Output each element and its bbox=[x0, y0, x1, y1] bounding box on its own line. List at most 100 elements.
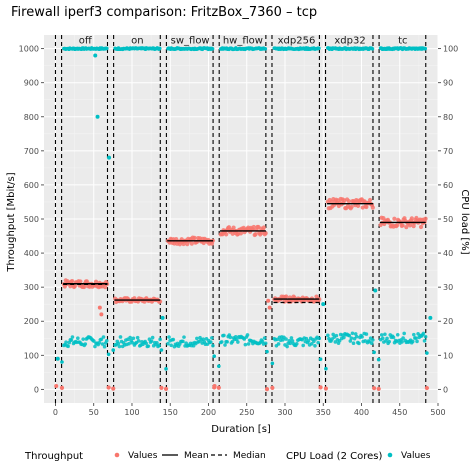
cpu-point bbox=[217, 364, 221, 368]
cpu-point bbox=[350, 331, 355, 336]
cpu-point bbox=[223, 343, 227, 347]
cpu-point bbox=[149, 339, 154, 343]
cpu-point bbox=[55, 356, 60, 361]
cpu-point bbox=[270, 361, 275, 366]
throughput-point bbox=[367, 197, 373, 203]
cpu-point bbox=[376, 357, 381, 362]
cpu-point bbox=[284, 337, 288, 341]
x-tick-label: 350 bbox=[316, 408, 331, 417]
throughput-point bbox=[111, 386, 116, 391]
throughput-point bbox=[323, 386, 329, 391]
throughput-point bbox=[163, 386, 169, 391]
throughput-point bbox=[370, 205, 375, 210]
y2-tick-label: 100 bbox=[443, 45, 458, 54]
x-tick-label: 200 bbox=[201, 408, 216, 417]
throughput-point bbox=[78, 279, 83, 284]
cpu-point bbox=[118, 335, 123, 339]
cpu-point bbox=[150, 335, 155, 340]
cpu-point bbox=[337, 338, 342, 343]
cpu-point bbox=[60, 360, 64, 364]
throughput-point bbox=[424, 385, 430, 391]
cpu-point bbox=[164, 367, 168, 371]
cpu-point bbox=[422, 339, 427, 343]
y-tick-label: 400 bbox=[24, 249, 39, 258]
cpu-point bbox=[324, 366, 328, 371]
throughput-point bbox=[72, 283, 78, 289]
cpu-point bbox=[425, 351, 429, 355]
cpu-point bbox=[136, 339, 141, 343]
cpu-point bbox=[423, 334, 428, 339]
y2-tick-label: 90 bbox=[443, 79, 453, 88]
throughput-point bbox=[224, 232, 229, 237]
cpu-point bbox=[157, 46, 162, 51]
cpu-point bbox=[234, 337, 239, 342]
y-tick-label: 800 bbox=[24, 113, 39, 122]
cpu-point bbox=[289, 336, 294, 340]
cpu-point bbox=[312, 339, 316, 344]
segment-labels: off on sw_flow hw_flow xdp256 xdp32 tc bbox=[79, 36, 408, 47]
throughput-point bbox=[376, 386, 381, 391]
legend-median-label: Median bbox=[233, 451, 266, 461]
throughput-point bbox=[192, 235, 197, 240]
cpu-point bbox=[301, 343, 305, 348]
cpu-point bbox=[351, 341, 356, 346]
y-tick-label: 200 bbox=[24, 317, 39, 326]
cpu-point bbox=[95, 114, 100, 119]
segment-label-on: on bbox=[131, 36, 143, 47]
cpu-point bbox=[159, 348, 164, 352]
cpu-point bbox=[246, 342, 251, 346]
cpu-point bbox=[243, 342, 248, 347]
cpu-point bbox=[353, 332, 358, 336]
throughput-point bbox=[407, 223, 413, 228]
throughput-point bbox=[106, 385, 111, 390]
legend-throughput-values-key bbox=[114, 452, 120, 458]
throughput-point bbox=[103, 284, 108, 290]
cpu-point bbox=[157, 343, 161, 348]
cpu-point bbox=[331, 332, 335, 337]
throughput-point bbox=[411, 224, 416, 229]
x-tick-label: 150 bbox=[163, 408, 178, 417]
throughput-point bbox=[418, 224, 424, 230]
cpu-point bbox=[92, 339, 96, 343]
cpu-point bbox=[371, 338, 375, 342]
cpu-point bbox=[210, 47, 215, 51]
cpu-point bbox=[67, 340, 72, 345]
cpu-point bbox=[182, 335, 186, 339]
throughput-point bbox=[392, 216, 397, 221]
data-marks bbox=[54, 35, 433, 403]
throughput-point bbox=[261, 225, 266, 230]
cpu-point bbox=[100, 342, 105, 346]
throughput-point bbox=[409, 216, 414, 221]
cpu-point bbox=[265, 349, 269, 354]
segment-label-xdp256: xdp256 bbox=[278, 36, 316, 47]
cpu-point bbox=[415, 339, 419, 344]
segment-label-tc: tc bbox=[398, 36, 407, 47]
cpu-point bbox=[290, 339, 295, 343]
cpu-point bbox=[316, 340, 320, 345]
cpu-point bbox=[169, 343, 173, 348]
segment-label-xdp32: xdp32 bbox=[334, 36, 365, 47]
cpu-point bbox=[167, 335, 171, 339]
throughput-point bbox=[81, 284, 87, 290]
cpu-point bbox=[155, 340, 159, 345]
cpu-point bbox=[171, 337, 176, 342]
cpu-point bbox=[334, 333, 339, 338]
cpu-point bbox=[166, 341, 170, 346]
throughput-point bbox=[414, 215, 419, 221]
cpu-point bbox=[395, 332, 400, 337]
y2-tick-label: 70 bbox=[443, 147, 453, 156]
cpu-point bbox=[318, 357, 323, 361]
y-tick-label: 700 bbox=[24, 147, 39, 156]
cpu-point bbox=[400, 340, 404, 344]
cpu-point bbox=[379, 333, 384, 337]
cpu-point bbox=[131, 336, 136, 341]
y-tick-label: 300 bbox=[24, 283, 39, 292]
y-tick-label: 1000 bbox=[19, 45, 39, 54]
throughput-point bbox=[423, 216, 428, 221]
x-tick-label: 250 bbox=[239, 408, 254, 417]
cpu-point bbox=[380, 336, 385, 341]
chart-title: Firewall iperf3 comparison: FritzBox_736… bbox=[11, 5, 317, 20]
y-tick-label: 600 bbox=[24, 181, 39, 190]
throughput-point bbox=[251, 224, 256, 230]
cpu-point bbox=[102, 344, 107, 349]
